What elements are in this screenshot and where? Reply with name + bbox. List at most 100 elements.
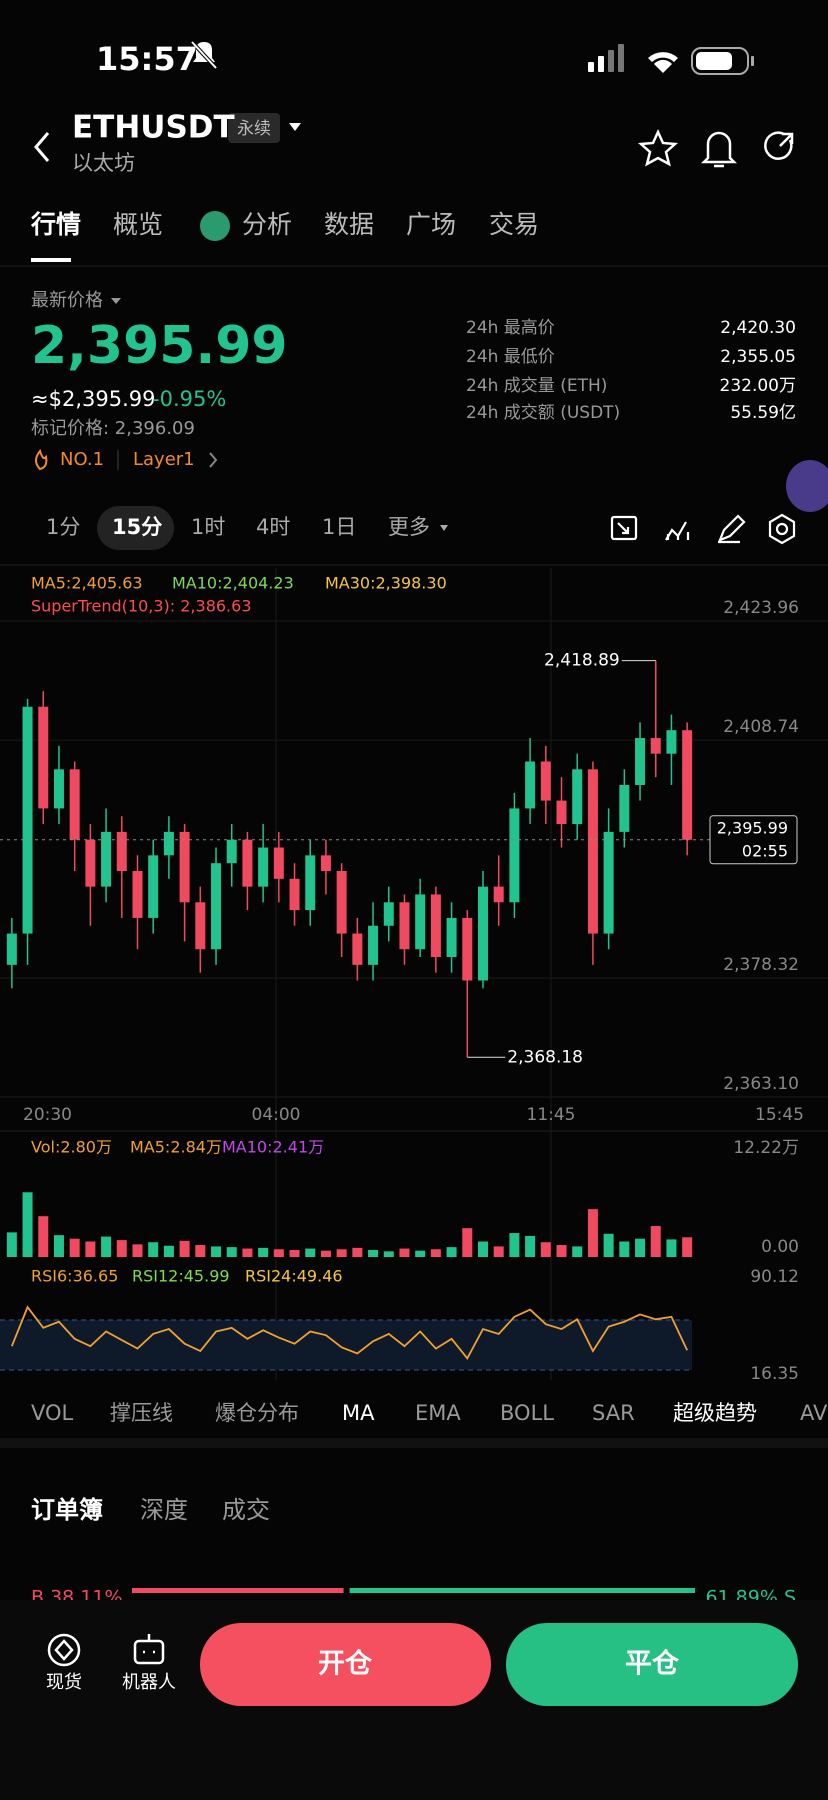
- stat-value: 55.59亿: [730, 403, 796, 423]
- chart-tools[interactable]: [610, 513, 796, 545]
- volume-bar: [477, 1241, 488, 1257]
- close-button[interactable]: [506, 1623, 798, 1706]
- spot-label[interactable]: 现货: [46, 1672, 82, 1693]
- tab[interactable]: 概览: [113, 210, 163, 239]
- indicator-tab[interactable]: VOL: [31, 1401, 74, 1425]
- candle-body: [525, 761, 536, 809]
- y-tick-label: 0.00: [761, 1237, 799, 1257]
- tab[interactable]: 行情: [30, 210, 81, 239]
- rsi-legend: RSI6:36.65: [31, 1267, 118, 1286]
- candle-body: [305, 855, 316, 911]
- ai-icon: [200, 211, 230, 241]
- candle-body: [336, 870, 347, 934]
- indicator-tab[interactable]: 超级趋势: [673, 1401, 757, 1425]
- volume-bar: [132, 1244, 143, 1257]
- indicator-tab[interactable]: EMA: [415, 1401, 461, 1425]
- candle-body: [273, 847, 284, 879]
- candle-body: [666, 730, 677, 754]
- candle-body: [462, 917, 473, 981]
- subtitle: 以太坊: [72, 151, 135, 175]
- volume-bar: [619, 1241, 630, 1257]
- candle-body: [415, 894, 426, 950]
- favorite-button[interactable]: [637, 128, 679, 167]
- interval[interactable]: 更多: [388, 515, 430, 539]
- y-tick-label: 16.35: [750, 1364, 799, 1384]
- bot-label[interactable]: 机器人: [122, 1672, 176, 1693]
- volume-bar: [53, 1235, 64, 1257]
- close-label[interactable]: 平仓: [625, 1649, 680, 1680]
- tag-arrow[interactable]: [209, 452, 218, 468]
- x-tick-label: 11:45: [527, 1105, 576, 1125]
- more-dropdown[interactable]: [440, 525, 448, 531]
- price-label: 最新价格: [31, 290, 103, 311]
- tab[interactable]: 数据: [324, 210, 374, 239]
- indicator-tab[interactable]: AV: [800, 1401, 828, 1425]
- rsi-line: [11, 1305, 688, 1360]
- candle-body: [69, 769, 80, 840]
- candle-body: [195, 902, 206, 950]
- orderbook-tab[interactable]: 深度: [140, 1496, 188, 1524]
- indicator-panels: Vol:2.80万 MA5:2.84万 MA10:2.41万 12.22万 0.00 RS…: [6, 1138, 828, 1524]
- candle-body: [6, 933, 17, 965]
- symbol-dropdown[interactable]: [289, 123, 301, 131]
- open-label[interactable]: 开仓: [318, 1649, 373, 1680]
- volume-bar: [635, 1238, 646, 1257]
- candle-body: [493, 886, 504, 903]
- candle-body: [650, 738, 661, 754]
- y-tick-label: 2,408.74: [723, 717, 799, 737]
- candle-body: [509, 808, 520, 903]
- candle-body: [603, 831, 614, 934]
- bottom-icons[interactable]: [47, 1633, 165, 1667]
- indicator-tab[interactable]: MA: [342, 1401, 375, 1425]
- tab[interactable]: 广场: [406, 210, 456, 239]
- alert-button[interactable]: [700, 131, 738, 168]
- candle-body: [22, 706, 33, 934]
- candle-body: [572, 769, 583, 825]
- volume-bar: [415, 1250, 426, 1257]
- candle-body: [132, 870, 143, 918]
- back-button[interactable]: [34, 132, 50, 162]
- low-label: 2,368.18: [507, 1047, 583, 1067]
- indicator-tab[interactable]: 爆仓分布: [215, 1401, 299, 1425]
- volume-bar: [336, 1249, 347, 1257]
- y-tick-label: 90.12: [750, 1267, 799, 1287]
- candle-body: [682, 730, 693, 840]
- open-button[interactable]: [200, 1623, 491, 1706]
- indicator-tab[interactable]: 撑压线: [110, 1401, 173, 1425]
- volume-bar: [38, 1216, 49, 1257]
- indicator-tab[interactable]: SAR: [592, 1401, 635, 1425]
- candle-body: [556, 800, 567, 825]
- rank: NO.1: [60, 449, 104, 470]
- share-button[interactable]: [764, 131, 794, 160]
- symbol: ETHUSDT: [72, 110, 235, 146]
- x-tick-label: 04:00: [252, 1105, 301, 1125]
- stat-label: 24h 成交量 (ETH): [466, 376, 607, 396]
- rsi-legend: RSI24:49.46: [245, 1267, 343, 1286]
- volume-bar: [682, 1237, 693, 1257]
- candle-body: [289, 878, 300, 911]
- orderbook-tab[interactable]: 成交: [222, 1496, 270, 1524]
- interval[interactable]: 1时: [191, 515, 225, 539]
- candle-body: [101, 831, 112, 887]
- mark-price: 标记价格: 2,396.09: [31, 418, 195, 439]
- last-price-label: 2,395.99: [717, 818, 788, 837]
- vol-legend: Vol:2.80万: [31, 1138, 112, 1157]
- price-dropdown[interactable]: [111, 298, 121, 304]
- stat-label: 24h 最高价: [466, 318, 555, 338]
- orderbook-tab[interactable]: 订单簿: [31, 1496, 103, 1524]
- interval[interactable]: 1分: [46, 515, 80, 539]
- candle-body: [38, 706, 49, 809]
- candle-body: [399, 902, 410, 950]
- candle-body: [53, 769, 64, 809]
- interval[interactable]: 15分: [112, 515, 162, 539]
- float-bubble[interactable]: [786, 460, 828, 512]
- tab[interactable]: 分析: [242, 210, 292, 239]
- interval[interactable]: 4时: [256, 515, 290, 539]
- volume-bar: [69, 1238, 80, 1257]
- indicator-tab[interactable]: BOLL: [500, 1401, 554, 1425]
- tab[interactable]: 交易: [489, 210, 539, 239]
- volume-bar: [305, 1248, 316, 1257]
- interval[interactable]: 1日: [322, 515, 356, 539]
- status-icons: [190, 40, 754, 75]
- tag[interactable]: Layer1: [133, 449, 195, 470]
